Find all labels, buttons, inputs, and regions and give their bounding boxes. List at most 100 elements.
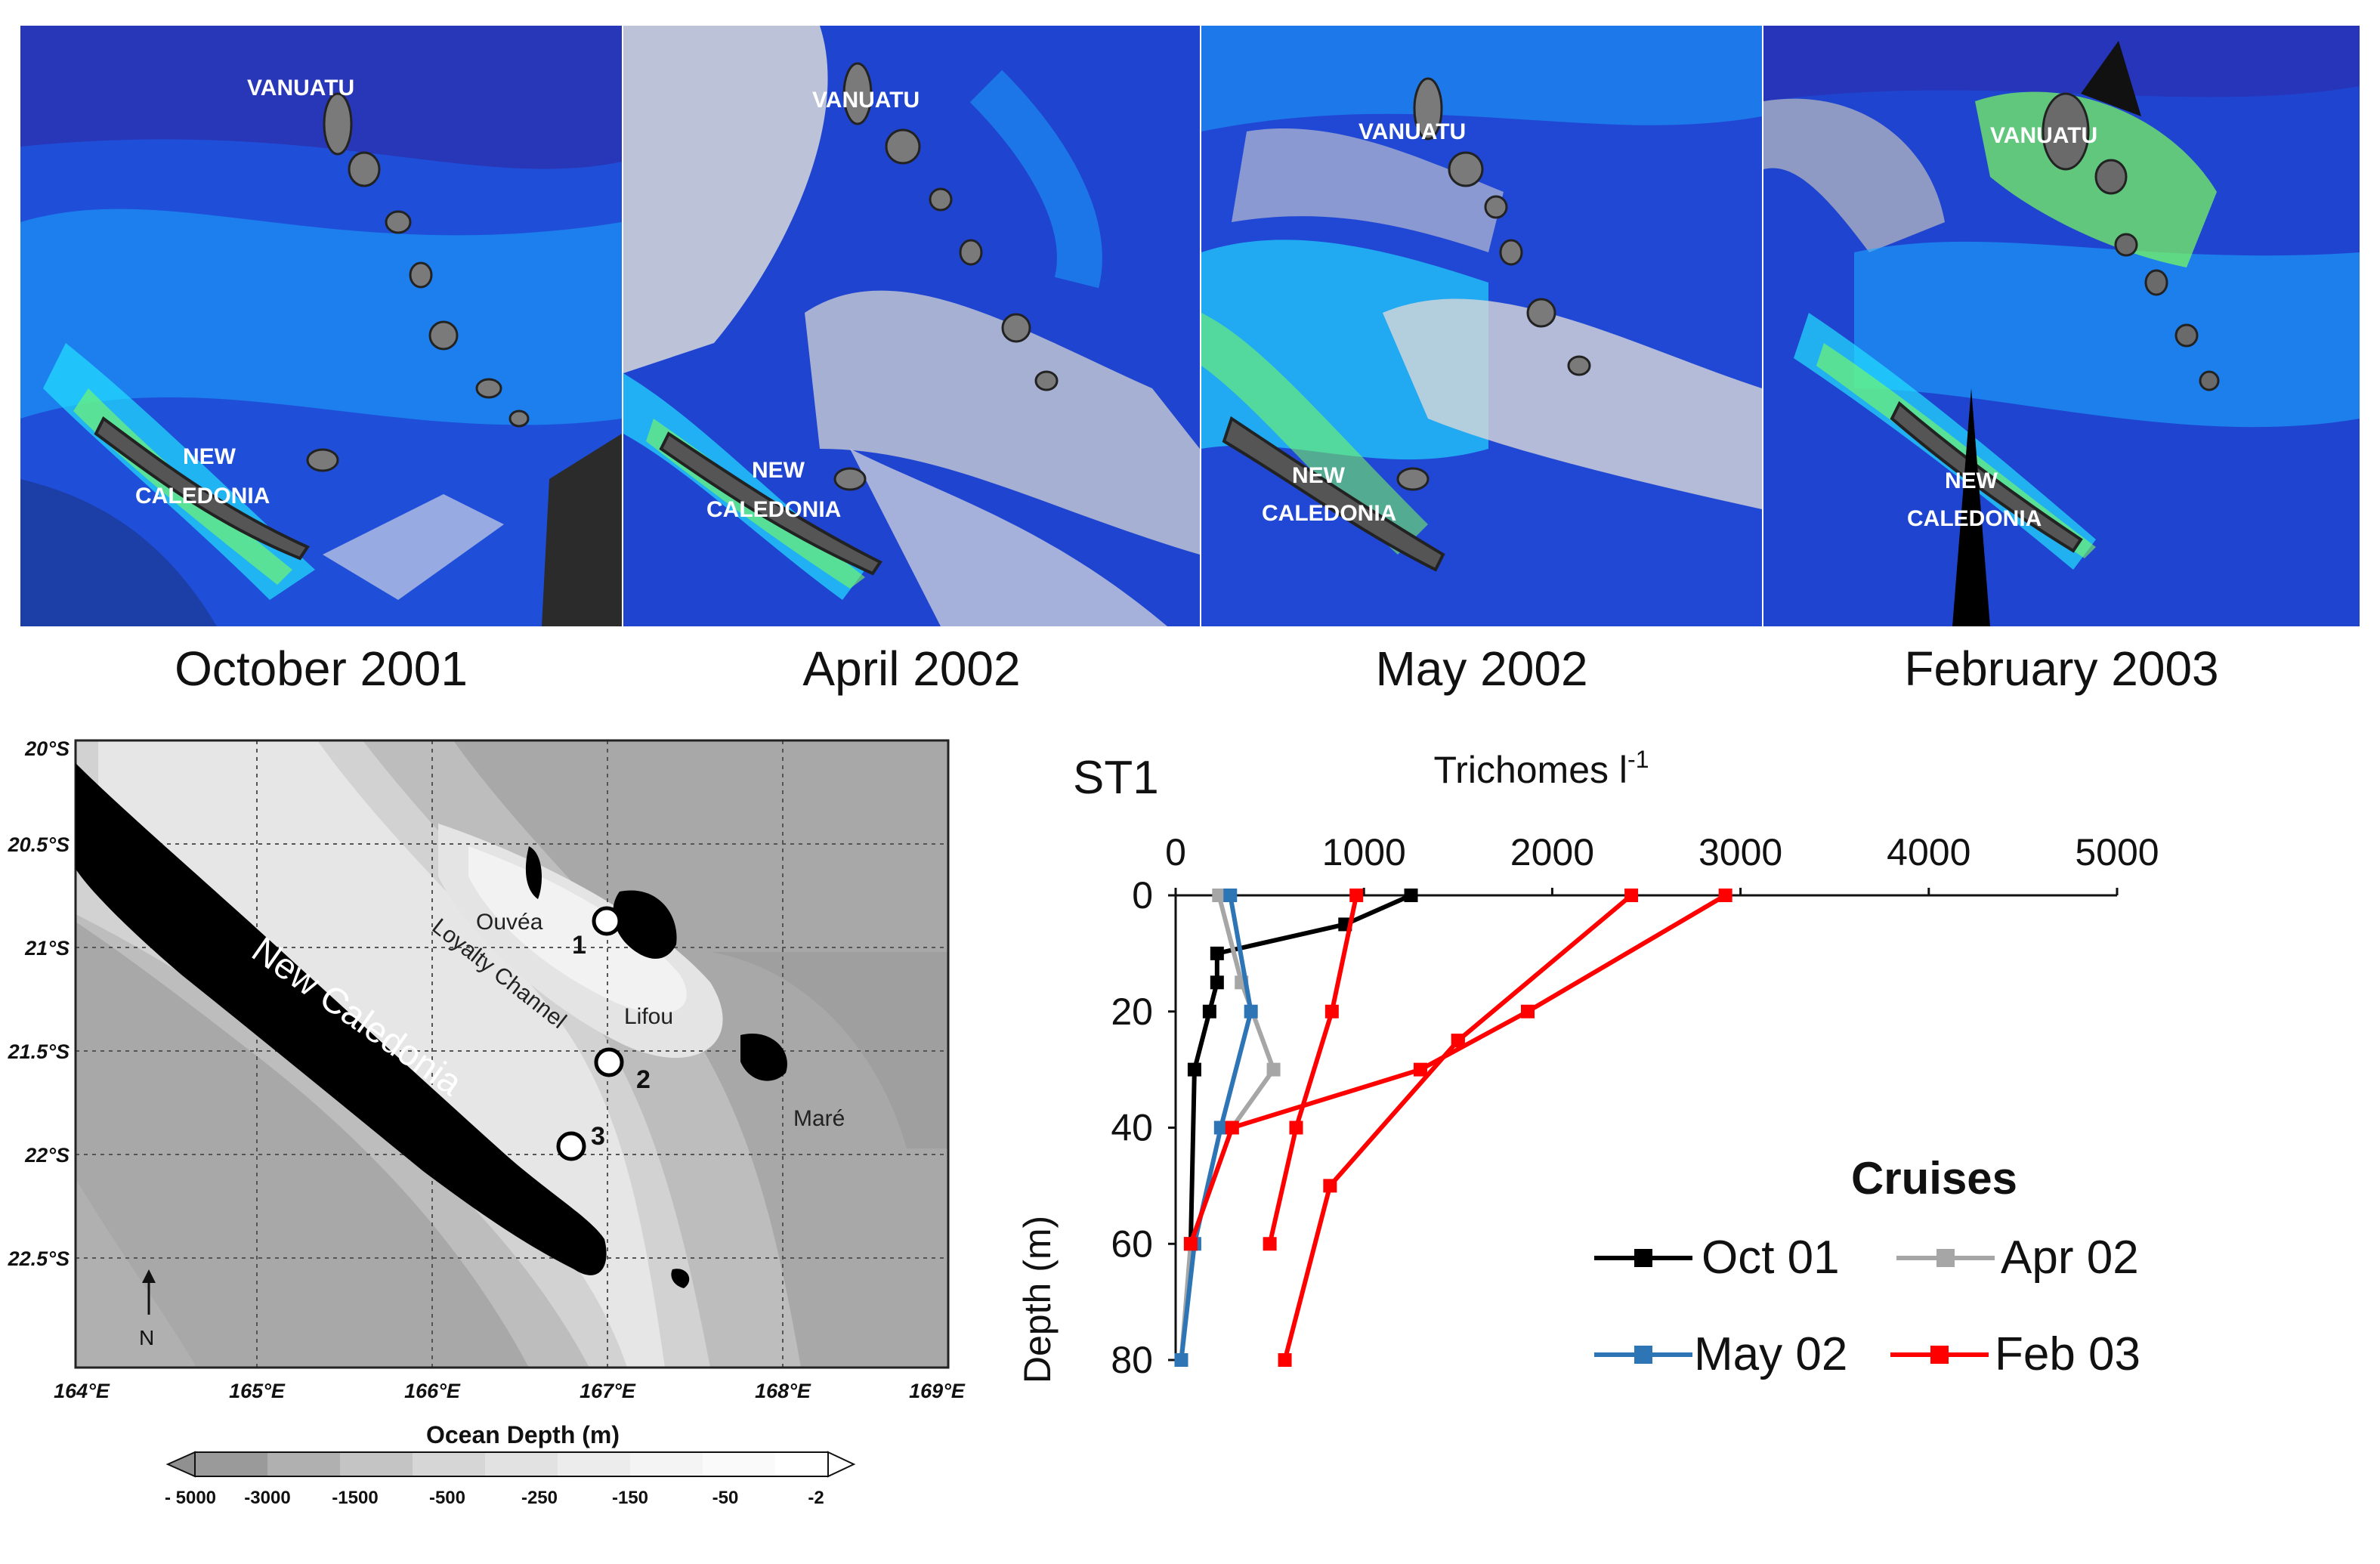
panel-caption-oct-2001: October 2001 xyxy=(175,641,468,696)
data-point xyxy=(1183,1237,1198,1251)
legend-entry-apr-02: Apr 02 xyxy=(1896,1232,2139,1284)
lat-label: 20.5°S xyxy=(8,833,70,856)
lon-label: 169°E xyxy=(909,1380,966,1402)
colorbar-tick: -1500 xyxy=(332,1488,378,1508)
y-tick-label: 0 xyxy=(1132,874,1153,916)
colorbar-tick: -500 xyxy=(429,1488,465,1508)
lon-label: 168°E xyxy=(755,1380,811,1402)
chart-title: ST1 xyxy=(1073,752,1159,804)
satellite-panel-apr-2002: VANUATU NEW CALEDONIA xyxy=(623,26,1200,626)
panel-label-new: NEW xyxy=(183,444,236,469)
satellite-panel-may-2002: VANUATU NEW CALEDONIA xyxy=(1201,26,1762,626)
x-tick-label: 2000 xyxy=(1510,831,1594,873)
satellite-panel-feb-2003: VANUATU NEW CALEDONIA xyxy=(1763,26,2360,626)
ouvea-island xyxy=(525,846,542,899)
panel-label-vanuatu: VANUATU xyxy=(247,76,354,100)
svg-text:May 02: May 02 xyxy=(1694,1328,1847,1380)
lon-label: 167°E xyxy=(580,1380,636,1402)
data-point xyxy=(1187,1062,1201,1077)
data-point xyxy=(1323,1179,1337,1193)
legend-title: Cruises xyxy=(1851,1153,2017,1204)
x-tick-label: 4000 xyxy=(1887,831,1970,873)
y-tick-label: 80 xyxy=(1111,1339,1153,1381)
x-axis-title: Trichomes l-1 xyxy=(1434,746,1649,791)
series-line-1 xyxy=(1179,895,1276,1361)
place-lifou: Lifou xyxy=(624,1004,673,1029)
station-3: 3 xyxy=(556,1122,605,1161)
legend-entry-oct-01: Oct 01 xyxy=(1594,1232,1840,1284)
data-point xyxy=(1225,1120,1239,1135)
mare-island xyxy=(740,1034,787,1081)
lat-label: 20°S xyxy=(24,737,70,760)
data-point xyxy=(1266,1062,1281,1077)
depth-colorbar xyxy=(165,1451,856,1478)
svg-text:3: 3 xyxy=(591,1122,605,1151)
colorbar-tick: -250 xyxy=(521,1488,558,1508)
colorbar-tick: -2 xyxy=(808,1488,824,1508)
data-point xyxy=(1324,1004,1339,1018)
data-point xyxy=(1404,889,1418,902)
data-point xyxy=(1289,1120,1303,1135)
colorbar-title: Ocean Depth (m) xyxy=(426,1421,620,1448)
panel-label-caledonia: CALEDONIA xyxy=(1262,501,1396,526)
station-1: 1 xyxy=(572,906,622,960)
panel-label-new: NEW xyxy=(1945,468,1998,493)
lat-label: 21°S xyxy=(24,937,70,960)
lat-label: 22°S xyxy=(24,1144,70,1167)
svg-text:Feb 03: Feb 03 xyxy=(1995,1328,2140,1380)
panel-label-caledonia: CALEDONIA xyxy=(706,497,841,522)
lon-label: 165°E xyxy=(229,1380,286,1402)
series-line-6 xyxy=(1282,1039,1460,1361)
data-point xyxy=(1263,1237,1277,1251)
legend-entry-feb-03: Feb 03 xyxy=(1890,1328,2140,1380)
svg-text:Apr 02: Apr 02 xyxy=(2001,1232,2139,1284)
colorbar-tick: - 5000 xyxy=(165,1488,216,1508)
lat-label: 22.5°S xyxy=(8,1247,70,1270)
data-point xyxy=(1223,889,1238,902)
bathymetry-map: New Caledonia Ouvéa Lifou Maré Loyalty C… xyxy=(0,725,982,1560)
lon-label: 164°E xyxy=(54,1380,110,1402)
colorbar-tick: -3000 xyxy=(244,1488,290,1508)
data-point xyxy=(1521,1004,1535,1018)
data-point xyxy=(1718,889,1732,902)
data-point xyxy=(1451,1034,1465,1048)
colorbar-tick: -50 xyxy=(712,1488,739,1508)
place-mare: Maré xyxy=(793,1106,845,1131)
svg-text:Oct 01: Oct 01 xyxy=(1702,1232,1840,1284)
series-line-5 xyxy=(1267,895,1359,1244)
station-2: 2 xyxy=(594,1047,651,1094)
data-point xyxy=(1212,889,1226,902)
panel-caption-apr-2002: April 2002 xyxy=(802,641,1021,696)
data-point xyxy=(1202,1004,1216,1018)
svg-text:2: 2 xyxy=(636,1065,651,1094)
panel-label-caledonia: CALEDONIA xyxy=(135,484,270,508)
north-arrow: N xyxy=(139,1269,156,1349)
panel-label-new: NEW xyxy=(1292,463,1346,488)
svg-text:N: N xyxy=(139,1326,154,1349)
panel-label-vanuatu: VANUATU xyxy=(812,88,920,113)
svg-text:1: 1 xyxy=(572,931,586,960)
data-point xyxy=(1174,1353,1188,1367)
y-tick-label: 60 xyxy=(1111,1222,1153,1265)
data-point xyxy=(1349,889,1364,902)
panel-caption-may-2002: May 2002 xyxy=(1375,641,1588,696)
panel-label-caledonia: CALEDONIA xyxy=(1907,506,2042,531)
x-tick-label: 5000 xyxy=(2075,831,2159,873)
colorbar-tick: -150 xyxy=(612,1488,648,1508)
satellite-panel-oct-2001: VANUATU NEW CALEDONIA xyxy=(20,26,622,626)
place-ouvea: Ouvéa xyxy=(476,910,543,935)
data-point xyxy=(1210,975,1224,990)
series-line-4 xyxy=(1456,893,1633,1043)
lat-label: 21.5°S xyxy=(8,1040,70,1063)
x-tick-label: 0 xyxy=(1165,831,1186,873)
panel-label-vanuatu: VANUATU xyxy=(1358,119,1466,144)
data-point xyxy=(1413,1062,1427,1077)
y-tick-label: 20 xyxy=(1111,991,1153,1033)
depth-profile-chart: ST1 Trichomes l-1 Depth (m) 0 1000 2000 300… xyxy=(1005,725,2380,1560)
data-point xyxy=(1624,889,1639,902)
y-tick-label: 40 xyxy=(1111,1107,1153,1149)
legend-entry-may-02: May 02 xyxy=(1594,1328,1847,1380)
y-axis-title: Depth (m) xyxy=(1016,1216,1059,1383)
x-tick-label: 1000 xyxy=(1322,831,1406,873)
panel-label-new: NEW xyxy=(752,458,805,483)
